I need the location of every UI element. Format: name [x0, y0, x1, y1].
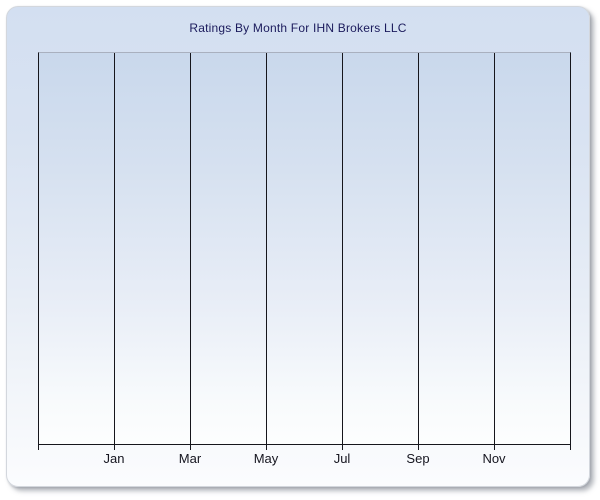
x-axis-tick — [38, 444, 39, 450]
x-axis-tick — [570, 444, 571, 450]
x-axis-tick — [494, 444, 495, 450]
x-axis-tick — [190, 444, 191, 450]
vertical-gridline — [494, 53, 495, 444]
x-axis-label-nov: Nov — [482, 451, 506, 466]
chart-panel: Ratings By Month For IHN Brokers LLC Jan… — [6, 6, 590, 487]
vertical-gridline — [114, 53, 115, 444]
x-axis-label-jan: Jan — [103, 451, 125, 466]
x-axis-tick — [114, 444, 115, 450]
vertical-gridline — [418, 53, 419, 444]
x-axis-label-mar: Mar — [178, 451, 202, 466]
x-axis-label-may: May — [253, 451, 279, 466]
x-axis-tick — [342, 444, 343, 450]
chart-title: Ratings By Month For IHN Brokers LLC — [189, 21, 407, 35]
x-axis-label-jul: Jul — [333, 451, 351, 466]
x-axis-tick — [418, 444, 419, 450]
x-axis-tick — [266, 444, 267, 450]
plot-area — [38, 52, 571, 445]
vertical-gridline — [190, 53, 191, 444]
vertical-gridline — [342, 53, 343, 444]
x-axis-label-sep: Sep — [406, 451, 430, 466]
vertical-gridline — [266, 53, 267, 444]
